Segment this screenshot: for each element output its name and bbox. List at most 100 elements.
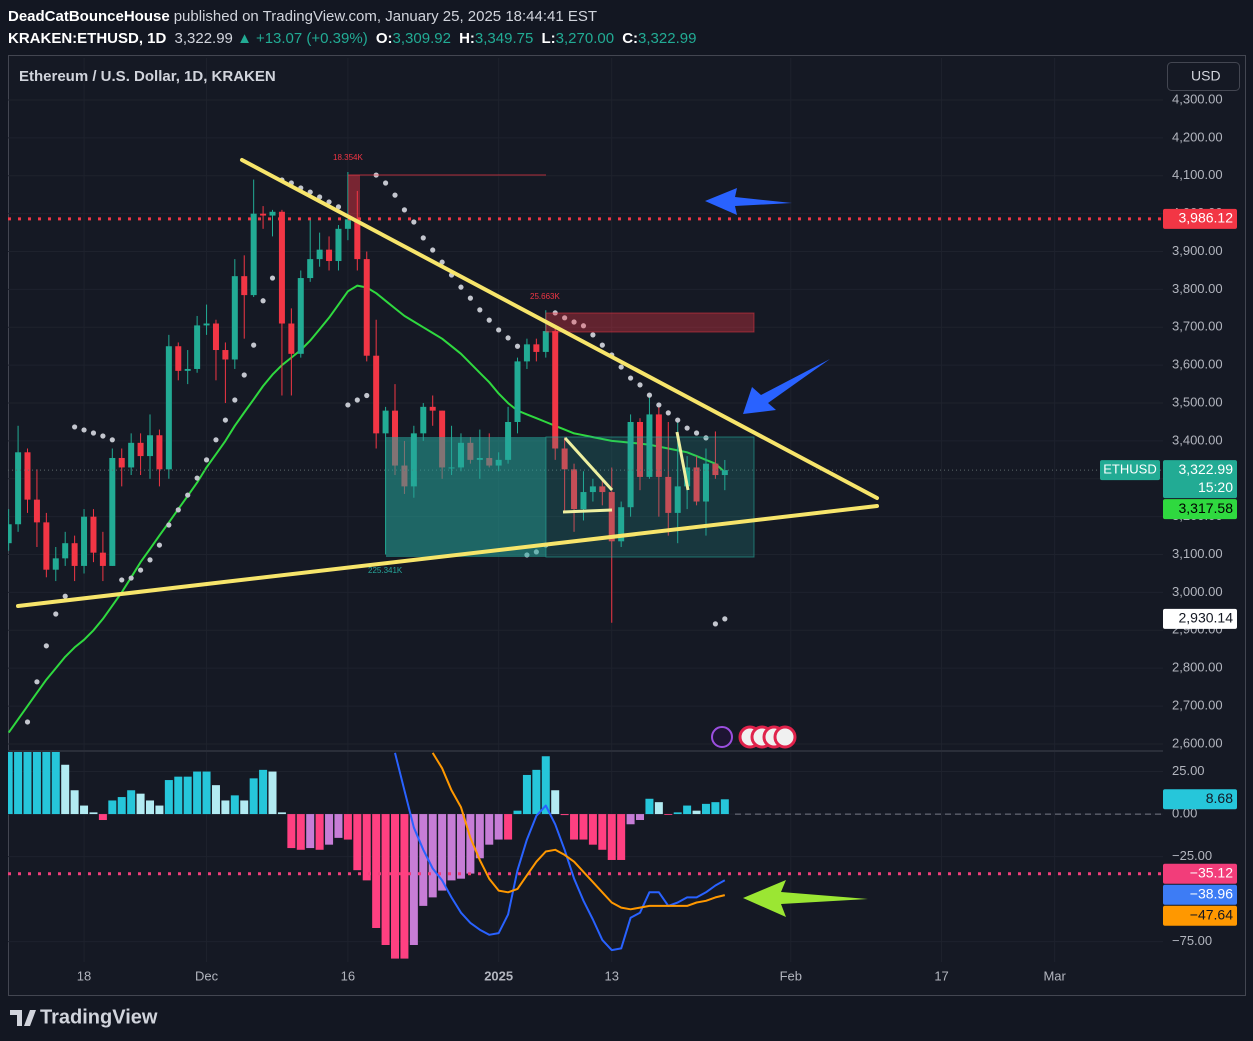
histogram-bar: [381, 814, 390, 945]
histogram-bar: [193, 771, 202, 815]
histogram-bar: [400, 814, 409, 959]
candle-body: [344, 219, 351, 229]
histogram-bar: [494, 814, 503, 840]
candle-body: [420, 406, 427, 434]
histogram-bar: [570, 814, 579, 840]
psar-dot: [81, 427, 87, 433]
histogram-bar: [8, 752, 13, 815]
candle-body: [354, 219, 361, 260]
price-tag-label: 15:20: [1198, 479, 1233, 495]
histogram-bar: [362, 814, 371, 881]
psar-dot: [430, 247, 436, 253]
currency-button[interactable]: [1167, 62, 1240, 91]
trendline: [562, 508, 613, 514]
psar-dot: [590, 332, 596, 338]
candle-body: [175, 346, 182, 371]
brand: TradingView: [40, 1006, 158, 1028]
symbol-tag-label: ETHUSD: [1103, 462, 1156, 477]
histogram-bar: [711, 802, 720, 815]
event-icon[interactable]: [711, 726, 733, 748]
psar-dot: [232, 397, 238, 403]
histogram-bar: [23, 752, 32, 815]
psar-dot: [317, 194, 323, 200]
price-tag: [1163, 863, 1237, 884]
histogram-bar: [287, 814, 296, 849]
psar-dot: [477, 307, 483, 313]
candle-body: [326, 249, 333, 262]
y-tick-label: 4,200.00: [1172, 129, 1223, 144]
ohlc-key: H:: [459, 30, 475, 47]
candle-body: [335, 228, 342, 262]
price-tag-label: −35.12: [1190, 864, 1233, 880]
price-tag: [1163, 789, 1237, 810]
range-box: [348, 175, 360, 220]
histogram-bar: [447, 814, 456, 881]
candle-body: [231, 276, 238, 360]
psar-dot: [354, 397, 360, 403]
y-tick-label: 3,800.00: [1172, 281, 1223, 296]
histogram-bar: [249, 778, 258, 815]
histogram-bar: [343, 814, 352, 840]
psar-dot: [467, 295, 473, 301]
histogram-bar: [51, 752, 60, 815]
candle-body: [571, 469, 578, 510]
candle-body: [147, 435, 154, 457]
psar-dot: [260, 298, 266, 304]
y-tick-label: 4,100.00: [1172, 167, 1223, 182]
histogram-bar: [419, 814, 428, 906]
histogram-bar: [89, 812, 98, 815]
histogram-bar: [532, 769, 541, 815]
psar-dot: [401, 207, 408, 213]
histogram-bar: [146, 800, 155, 815]
price-tag-label: 8.68: [1206, 790, 1233, 806]
histogram-bar: [155, 805, 164, 815]
histogram-bar: [334, 814, 343, 838]
histogram-bar: [127, 790, 136, 815]
event-icon[interactable]: [773, 725, 797, 749]
histogram-bar: [428, 814, 437, 898]
histogram-bar: [692, 810, 701, 815]
psar-dot: [72, 424, 78, 430]
candle-body: [109, 457, 116, 566]
candle-body: [99, 552, 106, 566]
histogram-bar: [325, 814, 334, 845]
chart-title: Ethereum / U.S. Dollar, 1D, KRAKEN: [19, 68, 276, 85]
psar-dot: [439, 259, 445, 265]
candle-body: [81, 516, 88, 566]
author: DeadCatBounceHouse: [8, 8, 170, 25]
price-tag: [1163, 499, 1237, 520]
psar-dot: [411, 219, 417, 225]
psar-dot: [646, 392, 653, 398]
price-tag: [1163, 208, 1237, 229]
candle-body: [429, 406, 436, 411]
annotation: 18.354K: [333, 153, 363, 162]
histogram-bar: [598, 814, 607, 850]
trendline: [563, 436, 614, 492]
candle-body: [523, 344, 530, 362]
candle-body: [128, 442, 135, 468]
candle-body: [212, 323, 219, 351]
psar-dot: [562, 315, 568, 321]
histogram-bar: [240, 800, 249, 815]
range-box: [386, 437, 546, 557]
arrow: [743, 880, 868, 917]
psar-dot: [194, 475, 200, 481]
candle-body: [165, 346, 172, 470]
histogram-bar: [353, 814, 362, 871]
price-tag-label: 3,986.12: [1179, 210, 1234, 226]
arrow: [705, 188, 792, 215]
candle-body: [137, 442, 144, 457]
psar-dot: [665, 410, 671, 416]
y-tick-label: −25.00: [1172, 848, 1212, 863]
psar-dot: [599, 342, 605, 348]
currency[interactable]: USD: [1191, 68, 1221, 84]
histogram-bar: [654, 802, 663, 815]
psar-dot: [392, 192, 398, 198]
y-tick-label: 3,100.00: [1172, 546, 1223, 561]
psar-dot: [203, 457, 210, 463]
y-tick-label: 3,400.00: [1172, 432, 1223, 447]
histogram-bar: [117, 797, 126, 815]
y-tick-label: 3,700.00: [1172, 319, 1223, 334]
ohlc-key: C:: [622, 30, 639, 47]
